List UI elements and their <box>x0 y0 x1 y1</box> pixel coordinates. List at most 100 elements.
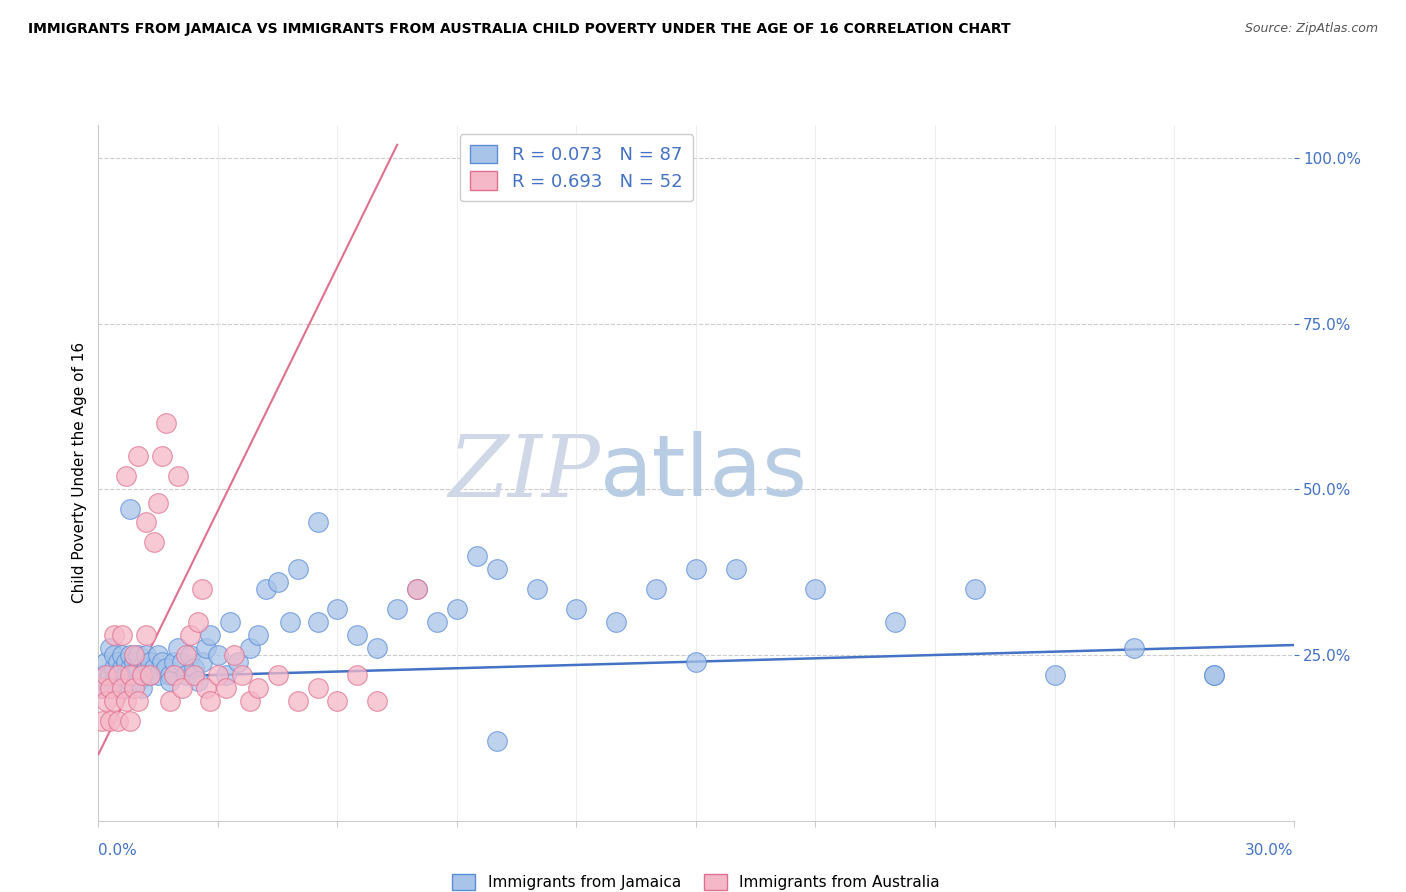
Point <box>148 648 170 662</box>
Point <box>215 668 238 682</box>
Point <box>135 628 157 642</box>
Point <box>159 694 181 708</box>
Point <box>131 668 153 682</box>
Point <box>254 582 277 596</box>
Point <box>127 449 149 463</box>
Point <box>804 582 827 596</box>
Text: 0.0%: 0.0% <box>98 843 138 858</box>
Point <box>120 714 142 729</box>
Point <box>124 681 146 695</box>
Point <box>366 641 388 656</box>
Point <box>111 674 134 689</box>
Point <box>231 668 253 682</box>
Point <box>267 668 290 682</box>
Point <box>645 582 668 596</box>
Point <box>135 661 157 675</box>
Point <box>98 681 122 695</box>
Point <box>326 694 349 708</box>
Point <box>267 575 290 590</box>
Point <box>107 714 129 729</box>
Point <box>685 562 707 576</box>
Point <box>115 469 138 483</box>
Point <box>194 681 218 695</box>
Point <box>326 601 349 615</box>
Point <box>406 582 429 596</box>
Point <box>120 648 142 662</box>
Point <box>135 516 157 530</box>
Point <box>163 655 186 669</box>
Point <box>120 502 142 516</box>
Point <box>219 615 242 629</box>
Point <box>111 628 134 642</box>
Point <box>1123 641 1146 656</box>
Point <box>174 648 197 662</box>
Point <box>131 681 153 695</box>
Point <box>155 661 177 675</box>
Text: Source: ZipAtlas.com: Source: ZipAtlas.com <box>1244 22 1378 36</box>
Point <box>307 681 329 695</box>
Point <box>385 601 409 615</box>
Point <box>346 668 368 682</box>
Point <box>107 668 129 682</box>
Point <box>207 648 229 662</box>
Y-axis label: Child Poverty Under the Age of 16: Child Poverty Under the Age of 16 <box>72 343 87 603</box>
Point <box>103 661 125 675</box>
Point <box>103 628 125 642</box>
Point <box>131 668 153 682</box>
Point <box>91 668 114 682</box>
Point <box>120 661 142 675</box>
Point <box>103 694 125 708</box>
Point <box>135 648 157 662</box>
Point <box>124 655 146 669</box>
Point <box>115 655 138 669</box>
Point <box>724 562 747 576</box>
Point <box>187 615 209 629</box>
Point <box>1202 668 1225 682</box>
Point <box>111 648 134 662</box>
Point <box>446 601 468 615</box>
Point <box>685 655 707 669</box>
Point <box>346 628 368 642</box>
Point <box>406 582 429 596</box>
Point <box>191 655 214 669</box>
Point <box>98 641 122 656</box>
Point <box>127 661 149 675</box>
Point <box>963 582 986 596</box>
Point <box>426 615 449 629</box>
Point <box>172 681 194 695</box>
Point <box>96 694 118 708</box>
Point <box>98 681 122 695</box>
Legend: Immigrants from Jamaica, Immigrants from Australia: Immigrants from Jamaica, Immigrants from… <box>446 868 946 892</box>
Point <box>366 694 388 708</box>
Point <box>163 668 186 682</box>
Point <box>115 668 138 682</box>
Point <box>150 449 173 463</box>
Point <box>139 655 162 669</box>
Point <box>307 516 329 530</box>
Point <box>884 615 907 629</box>
Point <box>194 641 218 656</box>
Point <box>191 582 214 596</box>
Point <box>1043 668 1066 682</box>
Point <box>107 655 129 669</box>
Point <box>143 535 166 549</box>
Point <box>91 714 114 729</box>
Point <box>148 495 170 509</box>
Point <box>174 668 197 682</box>
Point <box>172 655 194 669</box>
Point <box>246 628 269 642</box>
Point <box>159 668 181 682</box>
Point <box>91 681 114 695</box>
Point <box>565 601 588 615</box>
Point <box>139 668 162 682</box>
Point <box>139 668 162 682</box>
Point <box>96 655 118 669</box>
Point <box>96 674 118 689</box>
Point <box>198 628 221 642</box>
Point <box>111 661 134 675</box>
Point <box>155 416 177 430</box>
Point <box>127 648 149 662</box>
Point <box>1202 668 1225 682</box>
Point <box>485 562 508 576</box>
Point <box>127 674 149 689</box>
